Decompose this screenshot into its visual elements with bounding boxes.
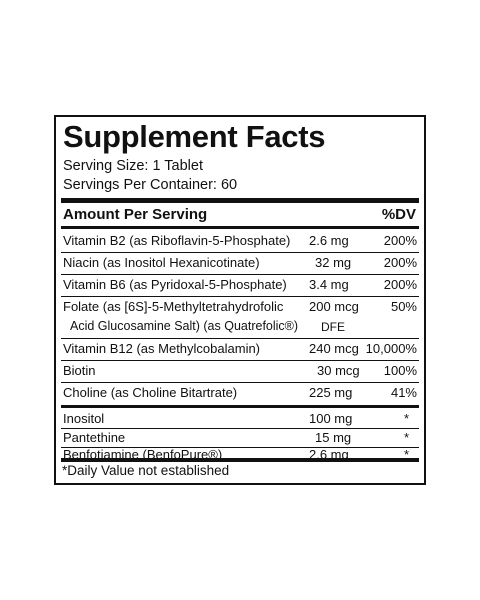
header-daily-value: %DV bbox=[381, 206, 416, 223]
nutrient-dv: * bbox=[403, 430, 409, 445]
nutrient-row: Folate (as [6S]-5-Methyltetrahydrofolic … bbox=[63, 298, 417, 338]
nutrient-name: Biotin bbox=[63, 363, 96, 378]
footnote: *Daily Value not established bbox=[62, 463, 230, 478]
nutrient-name: Choline (as Choline Bitartrate) bbox=[63, 385, 238, 400]
row-divider bbox=[61, 274, 419, 275]
nutrient-amount: 15 mg bbox=[315, 430, 352, 445]
nutrient-row: Benfotiamine (BenfoPure®) 2.6 mg * bbox=[63, 433, 417, 462]
nutrient-row: Pantethine 15 mg * bbox=[63, 429, 417, 449]
supplement-facts-panel: Supplement Facts Serving Size: 1 Tablet … bbox=[54, 115, 426, 485]
nutrient-amount: 30 mcg bbox=[317, 363, 360, 378]
nutrient-row: Vitamin B2 (as Riboflavin-5-Phosphate) 2… bbox=[63, 232, 417, 252]
nutrient-dv: 41% bbox=[390, 385, 417, 400]
nutrient-row: Vitamin B12 (as Methylcobalamin) 240 mcg… bbox=[63, 340, 417, 360]
nutrient-name: Niacin (as Inositol Hexanicotinate) bbox=[63, 255, 260, 270]
nutrient-name: Pantethine bbox=[63, 430, 126, 445]
nutrient-row: Vitamin B6 (as Pyridoxal-5-Phosphate) 3.… bbox=[63, 276, 417, 296]
thick-divider bbox=[61, 198, 419, 203]
nutrient-dv: 50% bbox=[390, 299, 417, 314]
nutrient-dv: 100% bbox=[383, 363, 417, 378]
panel-title: Supplement Facts bbox=[63, 119, 326, 154]
nutrient-dv: 200% bbox=[383, 233, 417, 248]
nutrient-name: Folate (as [6S]-5-Methyltetrahydrofolic bbox=[63, 299, 284, 314]
row-divider bbox=[61, 447, 419, 448]
row-divider bbox=[61, 296, 419, 297]
nutrient-dv: 10,000% bbox=[365, 341, 417, 356]
nutrient-dv: 200% bbox=[383, 277, 417, 292]
nutrient-amount: 100 mg bbox=[309, 411, 353, 426]
nutrient-name: Inositol bbox=[63, 411, 105, 426]
nutrient-dv: * bbox=[403, 447, 409, 462]
nutrient-dv: * bbox=[403, 411, 409, 426]
serving-size: Serving Size: 1 Tablet bbox=[63, 158, 203, 174]
nutrient-row: Niacin (as Inositol Hexanicotinate) 32 m… bbox=[63, 254, 417, 274]
row-divider bbox=[61, 382, 419, 383]
nutrient-name-continued: Acid Glucosamine Salt) (as Quatrefolic®) bbox=[70, 319, 299, 333]
nutrient-amount: 200 mcg bbox=[309, 299, 359, 314]
nutrient-amount: 240 mcg bbox=[309, 341, 359, 356]
nutrient-name: Vitamin B12 (as Methylcobalamin) bbox=[63, 341, 261, 356]
row-divider bbox=[61, 428, 419, 429]
row-divider bbox=[61, 338, 419, 339]
nutrient-dv: 200% bbox=[383, 255, 417, 270]
nutrient-amount: 2.6 mg bbox=[309, 233, 349, 248]
servings-per-container: Servings Per Container: 60 bbox=[63, 177, 238, 193]
row-divider bbox=[61, 360, 419, 361]
header-divider bbox=[61, 226, 419, 229]
nutrient-amount: 32 mg bbox=[315, 255, 352, 270]
row-divider bbox=[61, 252, 419, 253]
nutrient-row: Biotin 30 mcg 100% bbox=[63, 362, 417, 382]
nutrient-amount-unit: DFE bbox=[321, 320, 345, 334]
nutrient-amount: 3.4 mg bbox=[309, 277, 349, 292]
bottom-divider bbox=[61, 458, 419, 462]
nutrient-row: Choline (as Choline Bitartrate) 225 mg 4… bbox=[63, 384, 417, 404]
nutrient-name: Vitamin B2 (as Riboflavin-5-Phosphate) bbox=[63, 233, 291, 248]
nutrient-name: Vitamin B6 (as Pyridoxal-5-Phosphate) bbox=[63, 277, 287, 292]
section-divider bbox=[61, 405, 419, 408]
nutrient-amount: 225 mg bbox=[309, 385, 353, 400]
header-amount-per-serving: Amount Per Serving bbox=[63, 206, 208, 223]
nutrient-row: Inositol 100 mg * bbox=[63, 410, 417, 430]
